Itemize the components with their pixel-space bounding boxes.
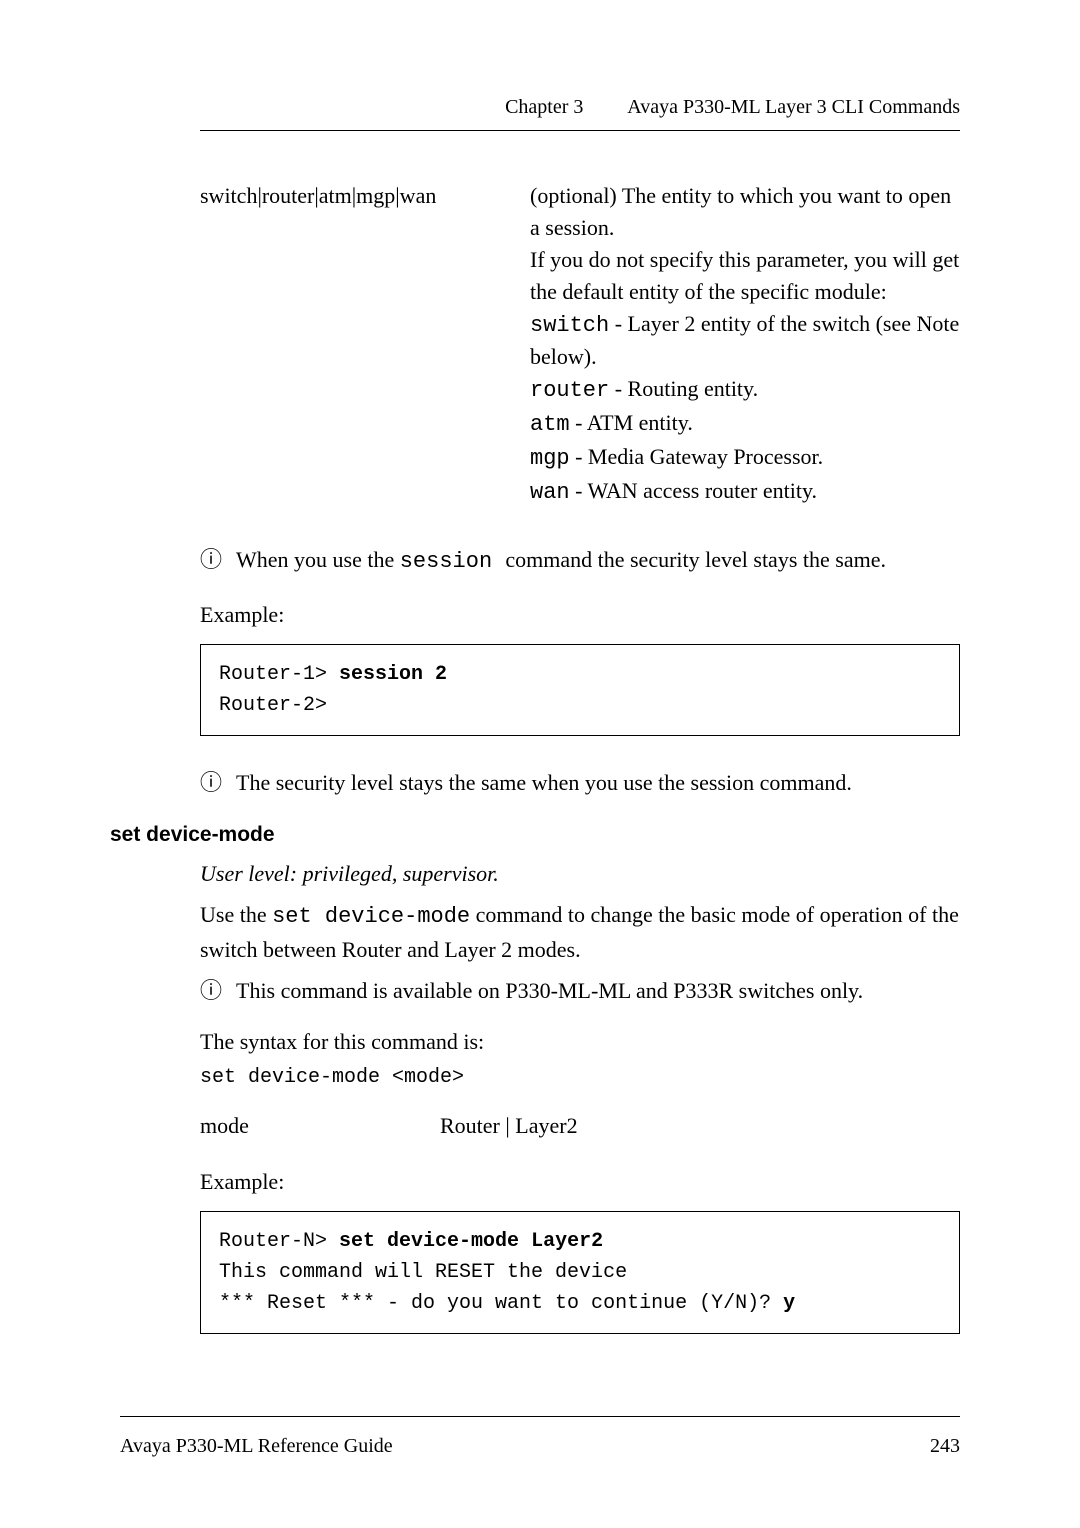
syntax-label: The syntax for this command is: bbox=[200, 1025, 960, 1058]
footer-row: Avaya P330-ML Reference Guide 243 bbox=[120, 1435, 960, 1458]
code-block: Router-1> session 2 Router-2> bbox=[200, 644, 960, 736]
param-option: mgp - Media Gateway Processor. bbox=[530, 441, 960, 475]
note: ⓘ The security level stays the same when… bbox=[200, 766, 960, 799]
code-line: *** Reset *** - do you want to continue … bbox=[219, 1292, 783, 1315]
note-post: command the security level stays the sam… bbox=[505, 547, 886, 572]
param-desc-line: If you do not specify this parameter, yo… bbox=[530, 244, 960, 308]
opt-val: - Media Gateway Processor. bbox=[570, 444, 824, 469]
parameter-name: switch|router|atm|mgp|wan bbox=[200, 180, 530, 212]
param-option: wan - WAN access router entity. bbox=[530, 475, 960, 509]
doc-title: Avaya P330-ML Layer 3 CLI Commands bbox=[627, 96, 960, 118]
running-head: Chapter 3 Avaya P330-ML Layer 3 CLI Comm… bbox=[505, 96, 960, 119]
content-area: switch|router|atm|mgp|wan (optional) The… bbox=[200, 180, 960, 1364]
footer-rule bbox=[120, 1416, 960, 1417]
info-icon: ⓘ bbox=[200, 766, 236, 799]
opt-key: mgp bbox=[530, 446, 570, 471]
body-pre: Use the bbox=[200, 902, 272, 927]
user-level: User level: privileged, supervisor. bbox=[200, 857, 960, 890]
code-bold: y bbox=[783, 1292, 795, 1315]
note-text: The security level stays the same when y… bbox=[236, 766, 960, 799]
param-desc-line: (optional) The entity to which you want … bbox=[530, 180, 960, 244]
section-body: Use the set device-mode command to chang… bbox=[200, 898, 960, 966]
note: ⓘ When you use the session command the s… bbox=[200, 543, 960, 578]
code-line: Router-1> bbox=[219, 663, 339, 686]
code-line: This command will RESET the device bbox=[219, 1261, 627, 1284]
section-heading: set device-mode bbox=[110, 823, 960, 847]
header-rule bbox=[200, 130, 960, 131]
opt-val: - Routing entity. bbox=[609, 376, 758, 401]
code-block: Router-N> set device-mode Layer2 This co… bbox=[200, 1211, 960, 1334]
chapter-label: Chapter 3 bbox=[505, 96, 583, 118]
note-text: This command is available on P330-ML-ML … bbox=[236, 974, 960, 1007]
info-icon: ⓘ bbox=[200, 543, 236, 576]
page: Chapter 3 Avaya P330-ML Layer 3 CLI Comm… bbox=[0, 0, 1080, 1528]
syntax: set device-mode <mode> bbox=[200, 1066, 960, 1089]
opt-val: - ATM entity. bbox=[570, 410, 693, 435]
argument-name: mode bbox=[200, 1113, 440, 1139]
opt-key: wan bbox=[530, 480, 570, 505]
info-icon: ⓘ bbox=[200, 974, 236, 1007]
page-number: 243 bbox=[930, 1435, 960, 1458]
note-pre: When you use the bbox=[236, 547, 400, 572]
opt-key: switch bbox=[530, 313, 609, 338]
parameter-description: (optional) The entity to which you want … bbox=[530, 180, 960, 509]
code-line: Router-2> bbox=[219, 694, 327, 717]
param-option: atm - ATM entity. bbox=[530, 407, 960, 441]
example-label: Example: bbox=[200, 602, 960, 628]
body-code: set device-mode bbox=[272, 904, 470, 929]
footer: Avaya P330-ML Reference Guide 243 bbox=[120, 1416, 960, 1458]
note: ⓘ This command is available on P330-ML-M… bbox=[200, 974, 960, 1007]
opt-key: router bbox=[530, 378, 609, 403]
note-code: session bbox=[400, 549, 506, 574]
opt-val: - WAN access router entity. bbox=[570, 478, 817, 503]
argument-value: Router | Layer2 bbox=[440, 1113, 960, 1139]
code-bold: session 2 bbox=[339, 663, 447, 686]
code-line: Router-N> bbox=[219, 1230, 339, 1253]
parameter-row: switch|router|atm|mgp|wan (optional) The… bbox=[200, 180, 960, 509]
argument-row: mode Router | Layer2 bbox=[200, 1113, 960, 1139]
footer-left: Avaya P330-ML Reference Guide bbox=[120, 1435, 393, 1458]
code-bold: set device-mode Layer2 bbox=[339, 1230, 603, 1253]
opt-key: atm bbox=[530, 412, 570, 437]
example-label: Example: bbox=[200, 1169, 960, 1195]
note-text: When you use the session command the sec… bbox=[236, 543, 960, 578]
param-option: switch - Layer 2 entity of the switch (s… bbox=[530, 308, 960, 374]
param-option: router - Routing entity. bbox=[530, 373, 960, 407]
